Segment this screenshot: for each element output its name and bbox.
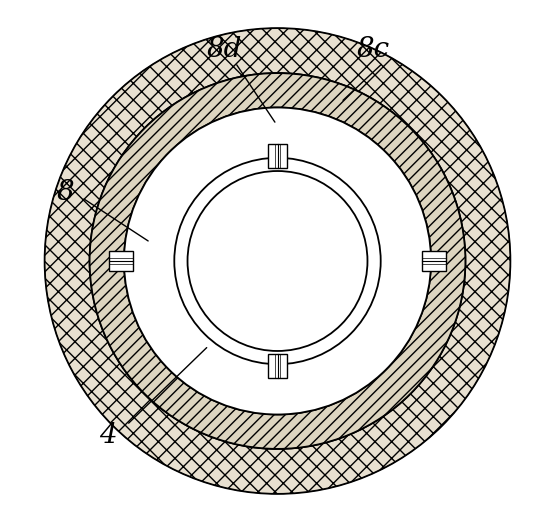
Circle shape — [188, 171, 367, 351]
Circle shape — [124, 108, 431, 414]
Circle shape — [89, 73, 466, 449]
Text: 8d: 8d — [207, 36, 243, 63]
Bar — [422, 252, 446, 270]
Circle shape — [124, 108, 431, 414]
Circle shape — [174, 158, 381, 364]
Bar — [109, 252, 133, 270]
Bar — [268, 144, 287, 168]
Text: 8: 8 — [57, 179, 74, 206]
Circle shape — [44, 28, 511, 494]
Text: 4: 4 — [99, 422, 117, 449]
Bar — [268, 354, 287, 378]
Circle shape — [89, 73, 466, 449]
Text: 8c: 8c — [356, 36, 390, 63]
